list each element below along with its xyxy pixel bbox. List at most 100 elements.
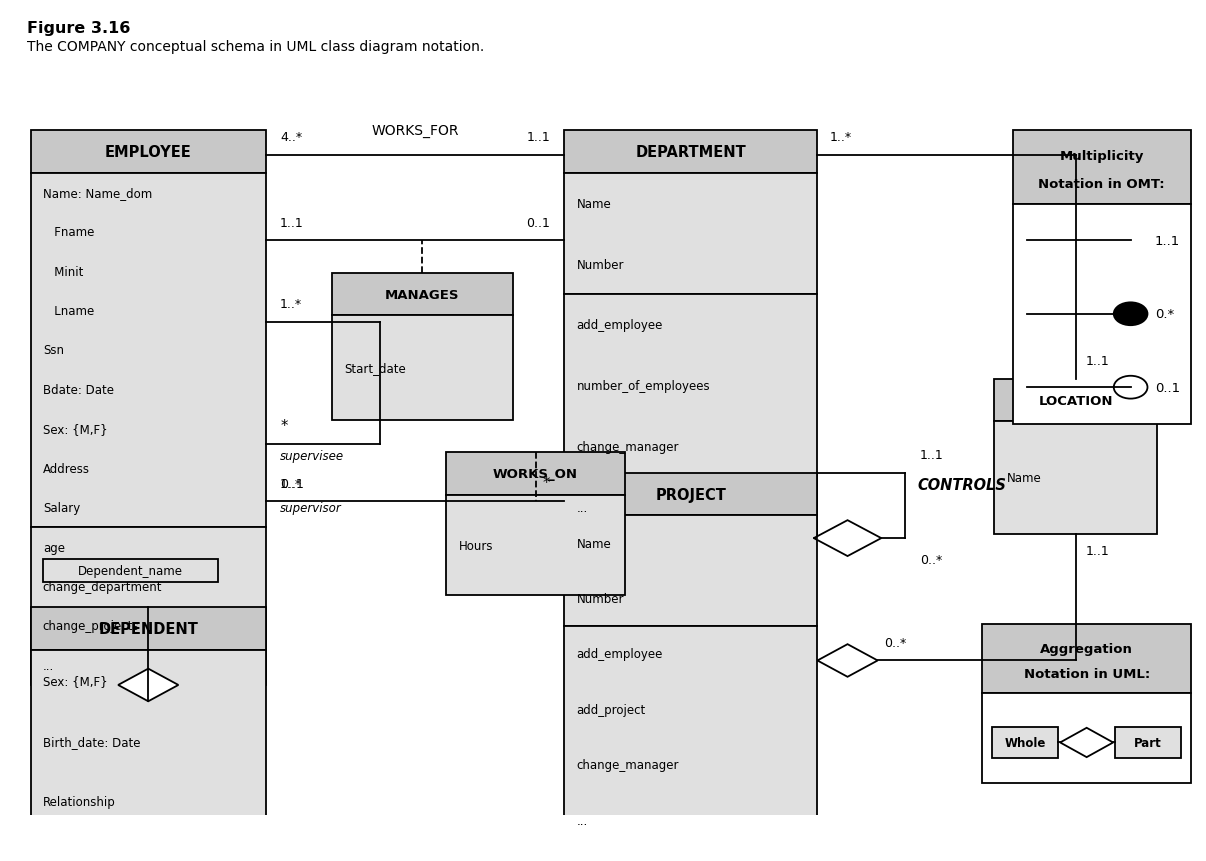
FancyBboxPatch shape — [43, 560, 217, 583]
Text: Sex: {M,F}: Sex: {M,F} — [43, 674, 107, 687]
Text: Fname: Fname — [43, 226, 94, 239]
Text: 1..1: 1..1 — [1085, 355, 1110, 368]
FancyBboxPatch shape — [332, 274, 513, 316]
Text: Relationship: Relationship — [43, 796, 116, 808]
Text: add_employee: add_employee — [576, 319, 663, 332]
Text: Hours: Hours — [458, 539, 493, 552]
Text: 0..*: 0..* — [884, 636, 906, 649]
Text: 1..1: 1..1 — [1154, 234, 1179, 248]
FancyBboxPatch shape — [564, 295, 818, 538]
Text: ...: ... — [43, 659, 54, 672]
Text: change_department: change_department — [43, 580, 163, 593]
Text: add_employee: add_employee — [576, 647, 663, 660]
Polygon shape — [818, 644, 878, 677]
Text: WORKS_ON: WORKS_ON — [493, 468, 578, 480]
Text: Birth_date: Date: Birth_date: Date — [43, 734, 140, 747]
Text: LOCATION: LOCATION — [1038, 394, 1113, 407]
Text: 1..1: 1..1 — [526, 131, 550, 144]
Text: Lname: Lname — [43, 305, 94, 318]
Text: 1..*: 1..* — [830, 131, 851, 144]
FancyBboxPatch shape — [1013, 204, 1190, 424]
Text: Minit: Minit — [43, 265, 83, 278]
Text: Name: Name — [576, 197, 611, 210]
Text: Salary: Salary — [43, 501, 80, 515]
Text: Whole: Whole — [1005, 736, 1046, 749]
Text: 1..1: 1..1 — [1085, 545, 1110, 558]
Text: Notation in UML:: Notation in UML: — [1024, 667, 1149, 680]
Text: ...: ... — [43, 856, 54, 861]
Text: Number: Number — [576, 258, 624, 271]
Polygon shape — [1060, 728, 1113, 758]
Text: Ssn: Ssn — [43, 344, 64, 357]
Text: Address: Address — [43, 462, 90, 475]
Text: supervisor: supervisor — [280, 502, 343, 515]
Text: 0..1: 0..1 — [1154, 381, 1179, 394]
FancyBboxPatch shape — [564, 131, 818, 173]
Text: DEPENDENT: DEPENDENT — [99, 622, 198, 636]
FancyBboxPatch shape — [993, 728, 1059, 758]
Text: Aggregation: Aggregation — [1041, 641, 1134, 654]
Text: Part: Part — [1134, 736, 1161, 749]
Text: Dependent_name: Dependent_name — [77, 565, 182, 578]
FancyBboxPatch shape — [564, 173, 818, 295]
Text: 1..1: 1..1 — [280, 216, 304, 229]
Text: change_manager: change_manager — [576, 441, 679, 454]
Circle shape — [1114, 376, 1147, 400]
Text: CONTROLS: CONTROLS — [918, 478, 1006, 492]
Text: change_manager: change_manager — [576, 759, 679, 771]
Text: age: age — [43, 541, 65, 554]
Text: 4..*: 4..* — [280, 131, 303, 144]
FancyBboxPatch shape — [1013, 131, 1190, 204]
FancyBboxPatch shape — [31, 528, 265, 685]
Text: Notation in OMT:: Notation in OMT: — [1038, 177, 1165, 190]
Text: DEPARTMENT: DEPARTMENT — [636, 145, 747, 160]
FancyBboxPatch shape — [31, 608, 265, 650]
Text: EMPLOYEE: EMPLOYEE — [105, 145, 192, 160]
Text: 1..*: 1..* — [280, 298, 303, 311]
Text: Name: Name — [576, 537, 611, 550]
FancyBboxPatch shape — [332, 316, 513, 420]
Text: 0..1: 0..1 — [280, 477, 304, 490]
Polygon shape — [118, 669, 178, 702]
FancyBboxPatch shape — [564, 516, 818, 627]
Text: The COMPANY conceptual schema in UML class diagram notation.: The COMPANY conceptual schema in UML cla… — [28, 40, 485, 53]
Text: 1..1: 1..1 — [920, 449, 943, 461]
FancyBboxPatch shape — [446, 495, 625, 596]
Text: supervisee: supervisee — [280, 449, 344, 462]
Text: 0..*: 0..* — [920, 553, 942, 566]
FancyBboxPatch shape — [31, 131, 265, 173]
Text: Multiplicity: Multiplicity — [1060, 150, 1144, 164]
Circle shape — [1114, 303, 1147, 325]
FancyBboxPatch shape — [1116, 728, 1181, 758]
Text: number_of_employees: number_of_employees — [576, 380, 710, 393]
FancyBboxPatch shape — [446, 453, 625, 495]
FancyBboxPatch shape — [995, 380, 1157, 422]
Text: ...: ... — [576, 814, 587, 827]
FancyBboxPatch shape — [31, 833, 265, 861]
Text: 1..*: 1..* — [280, 477, 303, 490]
FancyBboxPatch shape — [564, 474, 818, 516]
Text: Name: Name_dom: Name: Name_dom — [43, 187, 152, 200]
Text: *: * — [543, 475, 550, 490]
FancyBboxPatch shape — [983, 693, 1190, 783]
Text: Sex: {M,F}: Sex: {M,F} — [43, 423, 107, 436]
Text: Name: Name — [1007, 472, 1041, 485]
Text: Bdate: Date: Bdate: Date — [43, 383, 113, 396]
FancyBboxPatch shape — [995, 422, 1157, 535]
Text: change_projects: change_projects — [43, 620, 140, 633]
Text: *: * — [280, 418, 287, 433]
FancyBboxPatch shape — [564, 627, 818, 848]
Polygon shape — [814, 521, 882, 556]
FancyBboxPatch shape — [983, 624, 1190, 693]
FancyBboxPatch shape — [31, 173, 265, 528]
Text: ...: ... — [576, 502, 587, 515]
Text: add_project: add_project — [576, 703, 645, 716]
FancyBboxPatch shape — [31, 650, 265, 833]
Text: PROJECT: PROJECT — [656, 487, 726, 502]
Text: Start_date: Start_date — [344, 362, 405, 375]
Text: MANAGES: MANAGES — [385, 288, 459, 301]
Text: Number: Number — [576, 592, 624, 605]
Text: 0..1: 0..1 — [526, 216, 550, 229]
Text: 0.*: 0.* — [1154, 308, 1173, 321]
Text: Figure 3.16: Figure 3.16 — [28, 21, 130, 36]
